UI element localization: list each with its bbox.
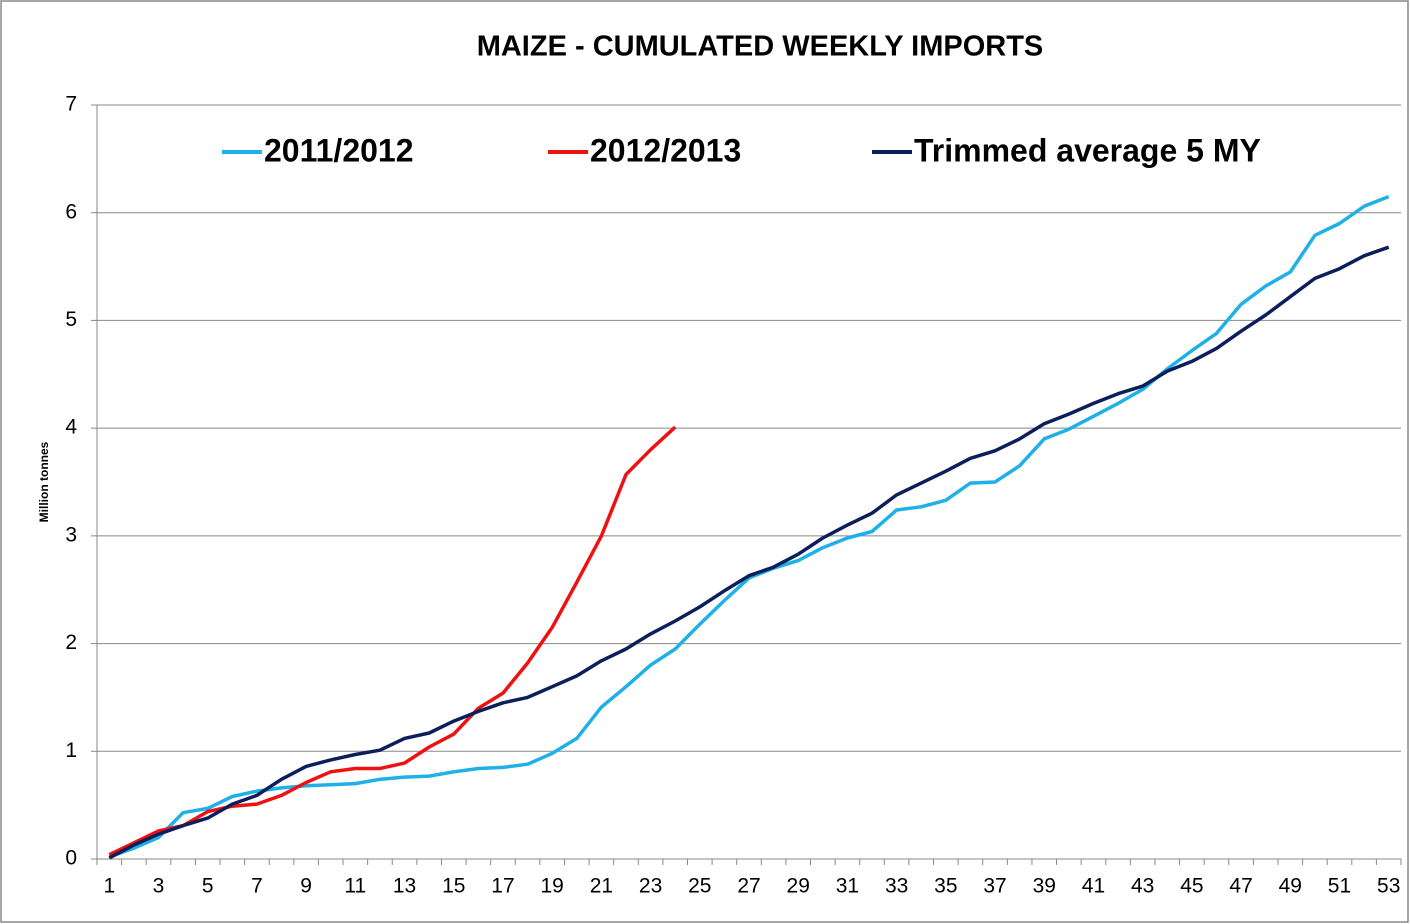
y-tick-label: 4 — [65, 416, 77, 439]
x-tick-label: 49 — [1279, 875, 1302, 898]
y-tick-label: 3 — [65, 523, 77, 546]
x-tick-label: 33 — [885, 875, 908, 898]
x-tick-label: 43 — [1131, 875, 1154, 898]
y-tick-label: 5 — [65, 308, 77, 331]
x-tick-label: 27 — [737, 875, 760, 898]
series-line — [108, 245, 1390, 860]
x-tick-label: 47 — [1229, 875, 1252, 898]
y-tick-label: 1 — [65, 739, 77, 762]
series-line — [108, 425, 677, 857]
x-tick-label: 29 — [787, 875, 810, 898]
y-tick-label: 2 — [65, 631, 77, 654]
y-tick-label: 0 — [65, 847, 77, 870]
x-tick-label: 23 — [639, 875, 662, 898]
x-tick-label: 15 — [442, 875, 465, 898]
y-axis-label: Million tonnes — [37, 441, 51, 522]
x-tick-label: 19 — [540, 875, 563, 898]
x-tick-label: 9 — [300, 875, 312, 898]
x-tick-label: 1 — [103, 875, 115, 898]
x-tick-label: 11 — [344, 875, 366, 898]
series-line — [108, 194, 1390, 859]
x-tick-label: 35 — [934, 875, 957, 898]
x-tick-label: 31 — [836, 875, 859, 898]
x-tick-label: 21 — [590, 875, 613, 898]
x-tick-label: 7 — [251, 875, 263, 898]
x-tick-label: 51 — [1328, 875, 1351, 898]
x-tick-label: 25 — [688, 875, 711, 898]
x-tick-label: 5 — [202, 875, 214, 898]
x-tick-label: 41 — [1082, 875, 1105, 898]
legend-label: Trimmed average 5 MY — [914, 132, 1261, 168]
x-tick-label: 17 — [491, 875, 514, 898]
y-tick-label: 6 — [65, 200, 77, 223]
legend-label: 2012/2013 — [590, 132, 741, 168]
x-tick-label: 53 — [1377, 875, 1400, 898]
x-tick-label: 37 — [983, 875, 1006, 898]
y-tick-label: 7 — [65, 93, 77, 116]
x-tick-label: 13 — [393, 875, 416, 898]
x-tick-label: 45 — [1180, 875, 1203, 898]
chart-title: MAIZE - CUMULATED WEEKLY IMPORTS — [477, 31, 1044, 63]
x-tick-label: 3 — [153, 875, 165, 898]
x-tick-label: 39 — [1033, 875, 1056, 898]
legend-label: 2011/2012 — [264, 132, 414, 168]
